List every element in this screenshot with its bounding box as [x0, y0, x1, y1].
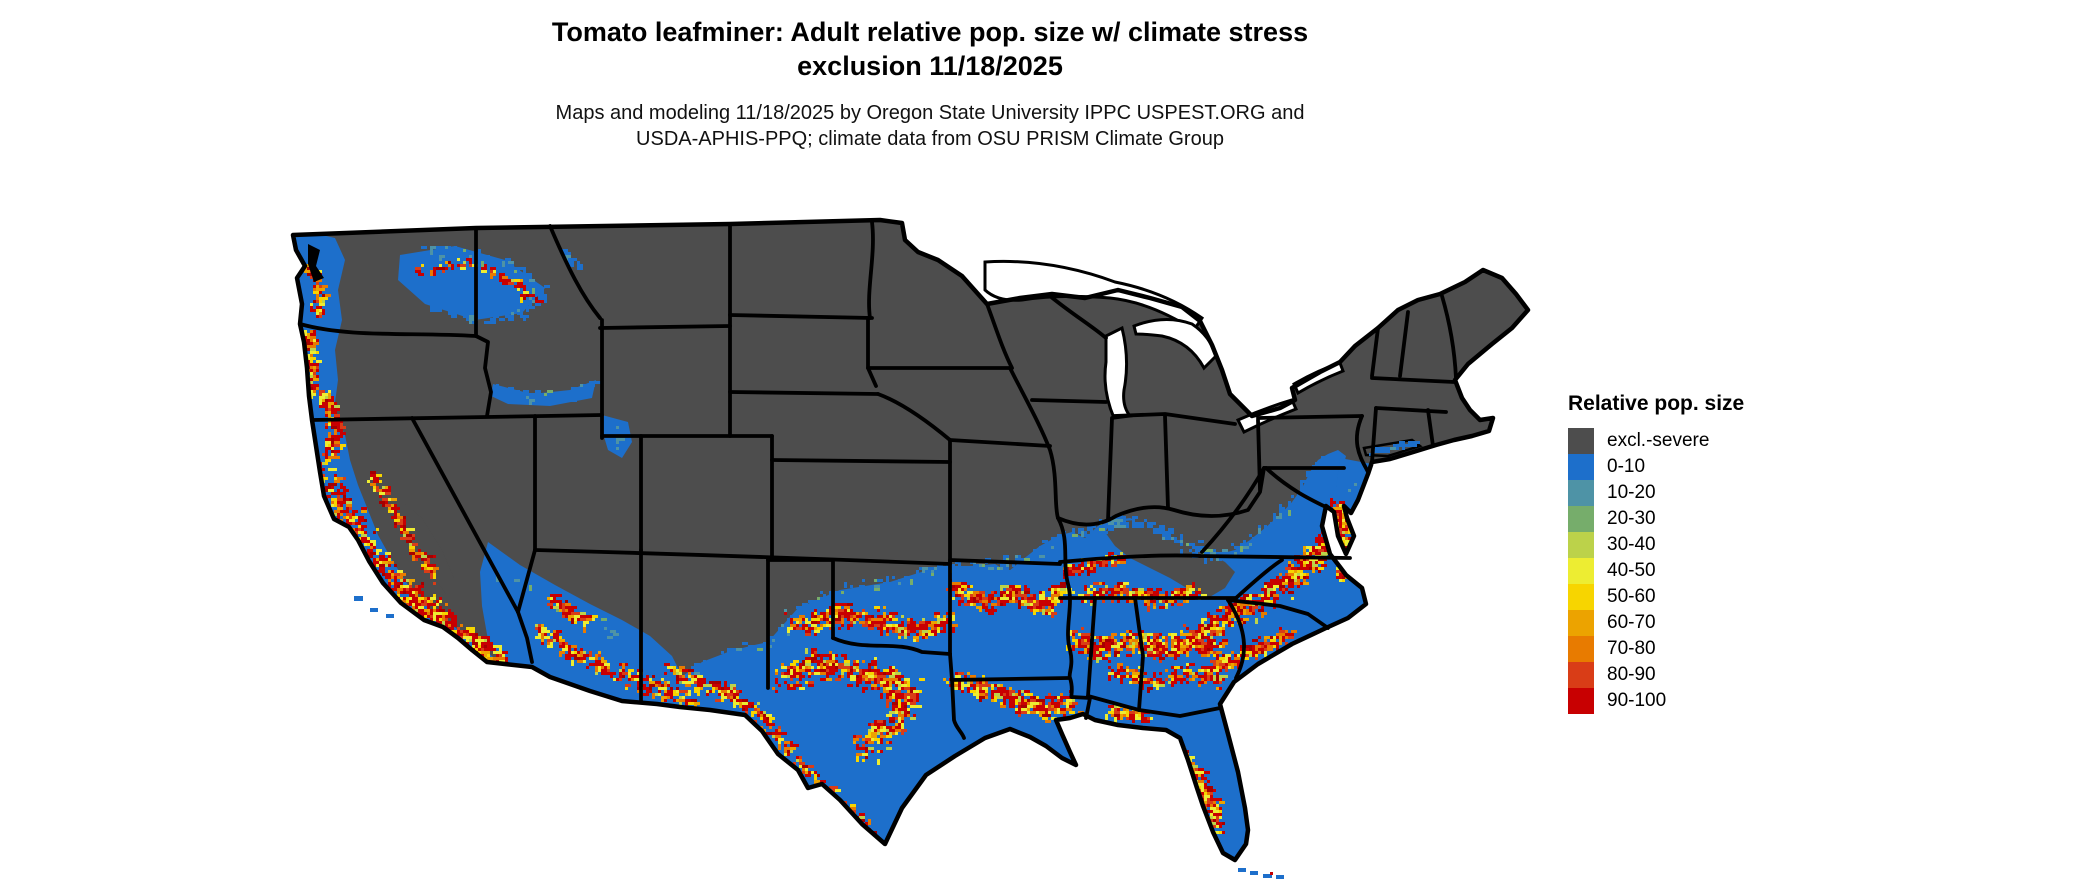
us-map — [290, 217, 1531, 879]
map-header: Tomato leafminer: Adult relative pop. si… — [0, 16, 1860, 152]
legend-swatch — [1568, 636, 1594, 662]
legend-label: 20-30 — [1607, 508, 1656, 529]
legend-swatch — [1568, 584, 1594, 610]
legend-label: 0-10 — [1607, 456, 1646, 477]
legend-swatch — [1568, 662, 1594, 688]
legend-swatch — [1568, 532, 1594, 558]
map-legend: Relative pop. size excl.-severe 0-10 10-20… — [1568, 392, 1744, 714]
legend-item: 90-100 — [1568, 688, 1744, 714]
legend-item: 60-70 — [1568, 610, 1744, 636]
legend-label: 10-20 — [1607, 482, 1656, 503]
legend-item: 30-40 — [1568, 532, 1744, 558]
legend-swatch — [1568, 688, 1594, 714]
legend-swatch — [1568, 428, 1594, 454]
legend-item: 0-10 — [1568, 454, 1744, 480]
legend-title: Relative pop. size — [1568, 392, 1745, 415]
legend-item: 20-30 — [1568, 506, 1744, 532]
legend-item: 40-50 — [1568, 558, 1744, 584]
legend-label: 40-50 — [1607, 560, 1656, 581]
map-subtitle-line2: USDA-APHIS-PPQ; climate data from OSU PR… — [636, 127, 1224, 150]
map-title-line2: exclusion 11/18/2025 — [797, 50, 1063, 81]
legend-swatch — [1568, 506, 1594, 532]
legend-label: 70-80 — [1607, 638, 1656, 659]
legend-item: excl.-severe — [1568, 428, 1744, 454]
legend-item: 10-20 — [1568, 480, 1744, 506]
legend-swatch — [1568, 480, 1594, 506]
legend-item: 70-80 — [1568, 636, 1744, 662]
legend-label: excl.-severe — [1607, 430, 1710, 451]
map-subtitle: Maps and modeling 11/18/2025 by Oregon S… — [0, 100, 1860, 152]
map-subtitle-line1: Maps and modeling 11/18/2025 by Oregon S… — [555, 101, 1305, 124]
map-title-line1: Tomato leafminer: Adult relative pop. si… — [551, 17, 1309, 47]
legend-label: 80-90 — [1607, 664, 1656, 685]
legend-swatch — [1568, 610, 1594, 636]
legend-swatch — [1568, 454, 1594, 480]
legend-label: 50-60 — [1607, 586, 1656, 607]
legend-item: 50-60 — [1568, 584, 1744, 610]
us-map-container — [250, 210, 1540, 892]
legend-label: 60-70 — [1607, 612, 1656, 633]
legend-label: 90-100 — [1607, 690, 1667, 711]
legend-rows: excl.-severe 0-10 10-20 20-30 30-40 40-50 50-6… — [1568, 428, 1744, 714]
legend-swatch — [1568, 558, 1594, 584]
legend-item: 80-90 — [1568, 662, 1744, 688]
legend-label: 30-40 — [1607, 534, 1656, 555]
